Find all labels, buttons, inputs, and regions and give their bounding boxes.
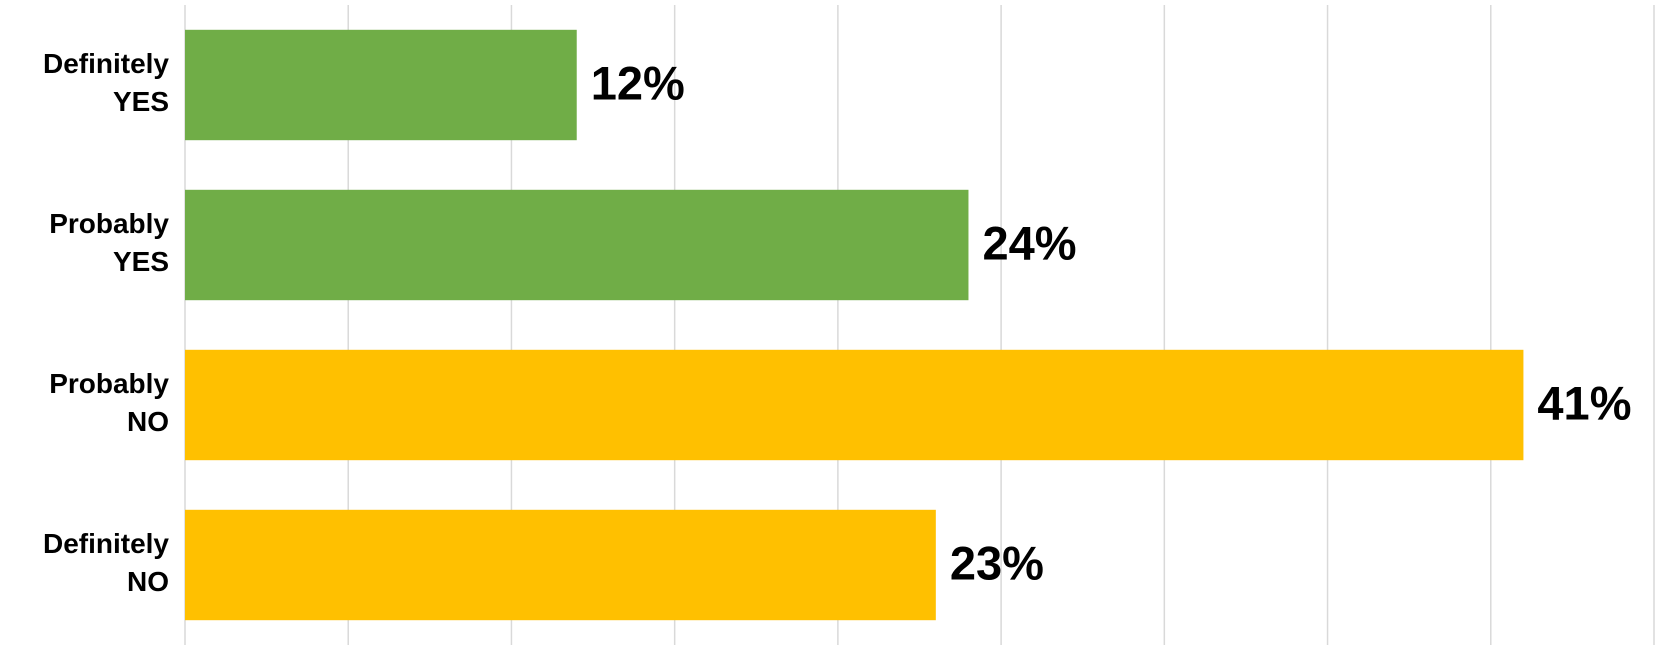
y-tick-label-line: Probably [49, 368, 169, 399]
y-tick-label-line: Probably [49, 208, 169, 239]
y-tick-label: Probably YES [49, 208, 169, 277]
bar [185, 29, 577, 141]
bar [185, 509, 936, 621]
bar [185, 189, 969, 301]
y-tick-label-line: YES [113, 246, 169, 277]
y-tick-label-line: Definitely [43, 528, 169, 559]
data-label: 23% [950, 536, 1044, 589]
data-label: 41% [1537, 376, 1631, 429]
y-tick-label-line: NO [127, 566, 169, 597]
y-tick-label: Probably NO [49, 368, 169, 437]
y-tick-label: Definitely YES [43, 48, 169, 117]
bar [185, 349, 1524, 461]
y-tick-label-line: NO [127, 406, 169, 437]
data-label: 12% [591, 56, 685, 109]
y-tick-label: Definitely NO [43, 528, 169, 597]
y-tick-label-line: Definitely [43, 48, 169, 79]
data-label: 24% [982, 216, 1076, 269]
y-tick-label-line: YES [113, 86, 169, 117]
